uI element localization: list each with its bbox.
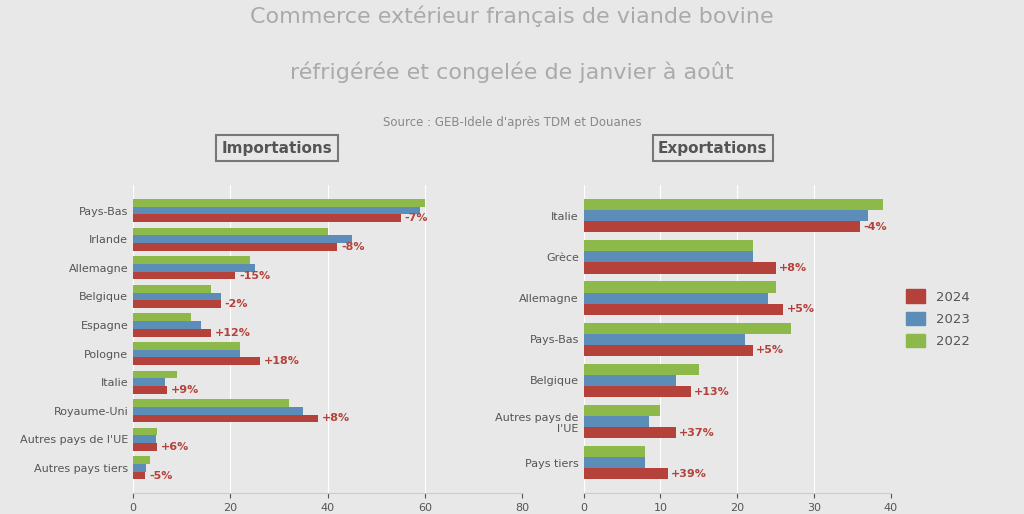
Bar xyxy=(133,342,240,350)
Bar xyxy=(133,300,221,308)
Bar xyxy=(133,428,158,435)
Text: -15%: -15% xyxy=(240,270,270,281)
Bar xyxy=(133,285,211,292)
Bar xyxy=(133,272,236,280)
Bar xyxy=(133,256,250,264)
Text: +5%: +5% xyxy=(756,345,783,355)
Bar xyxy=(584,263,776,273)
Bar xyxy=(584,386,691,397)
Bar xyxy=(133,378,165,386)
Bar xyxy=(133,228,328,235)
Text: -4%: -4% xyxy=(863,222,887,232)
Bar xyxy=(133,371,177,378)
Bar xyxy=(584,304,783,315)
Text: +9%: +9% xyxy=(171,385,200,395)
Text: Source : GEB-Idele d'après TDM et Douanes: Source : GEB-Idele d'après TDM et Douane… xyxy=(383,116,641,128)
Text: +37%: +37% xyxy=(679,428,715,438)
Bar xyxy=(133,207,420,214)
Text: Exportations: Exportations xyxy=(658,140,767,156)
Bar xyxy=(133,314,191,321)
Bar xyxy=(584,457,645,468)
Bar xyxy=(584,416,649,427)
Text: +12%: +12% xyxy=(215,327,251,338)
Bar xyxy=(584,364,698,375)
Text: -2%: -2% xyxy=(224,299,248,309)
Bar xyxy=(584,345,753,356)
Bar xyxy=(133,235,352,243)
Bar xyxy=(133,350,240,357)
Bar xyxy=(133,321,201,329)
Bar xyxy=(133,329,211,337)
Bar xyxy=(133,243,338,251)
Text: +39%: +39% xyxy=(672,469,708,479)
Bar xyxy=(133,435,156,443)
Bar xyxy=(133,472,145,480)
Text: réfrigérée et congelée de janvier à août: réfrigérée et congelée de janvier à août xyxy=(290,62,734,83)
Bar xyxy=(133,386,167,394)
Text: Importations: Importations xyxy=(222,140,333,156)
Bar xyxy=(584,323,791,334)
Bar xyxy=(584,446,645,457)
Bar xyxy=(584,222,860,232)
Bar xyxy=(133,357,260,365)
Bar xyxy=(133,415,317,423)
Bar xyxy=(584,210,867,222)
Text: -8%: -8% xyxy=(341,242,365,252)
Text: Commerce extérieur français de viande bovine: Commerce extérieur français de viande bo… xyxy=(250,5,774,27)
Bar xyxy=(133,214,400,222)
Bar xyxy=(133,456,151,464)
Text: -5%: -5% xyxy=(150,470,173,481)
Bar xyxy=(584,334,744,345)
Bar xyxy=(584,281,776,292)
Bar xyxy=(584,405,660,416)
Bar xyxy=(584,199,883,210)
Bar xyxy=(133,264,255,272)
Text: +18%: +18% xyxy=(263,356,299,366)
Bar xyxy=(133,399,289,407)
Bar xyxy=(133,199,425,207)
Bar xyxy=(584,251,753,263)
Bar xyxy=(584,240,753,251)
Bar xyxy=(133,407,303,415)
Bar xyxy=(584,427,676,438)
Text: +5%: +5% xyxy=(786,304,814,314)
Text: +8%: +8% xyxy=(322,413,350,424)
Text: -7%: -7% xyxy=(404,213,428,224)
Text: +13%: +13% xyxy=(694,387,730,396)
Bar xyxy=(133,464,145,472)
Legend: 2024, 2023, 2022: 2024, 2023, 2022 xyxy=(905,289,970,348)
Bar xyxy=(133,292,221,300)
Text: +6%: +6% xyxy=(162,442,189,452)
Bar xyxy=(133,443,158,451)
Text: +8%: +8% xyxy=(778,263,807,273)
Bar xyxy=(584,375,676,386)
Bar xyxy=(584,292,768,304)
Bar xyxy=(584,468,668,480)
